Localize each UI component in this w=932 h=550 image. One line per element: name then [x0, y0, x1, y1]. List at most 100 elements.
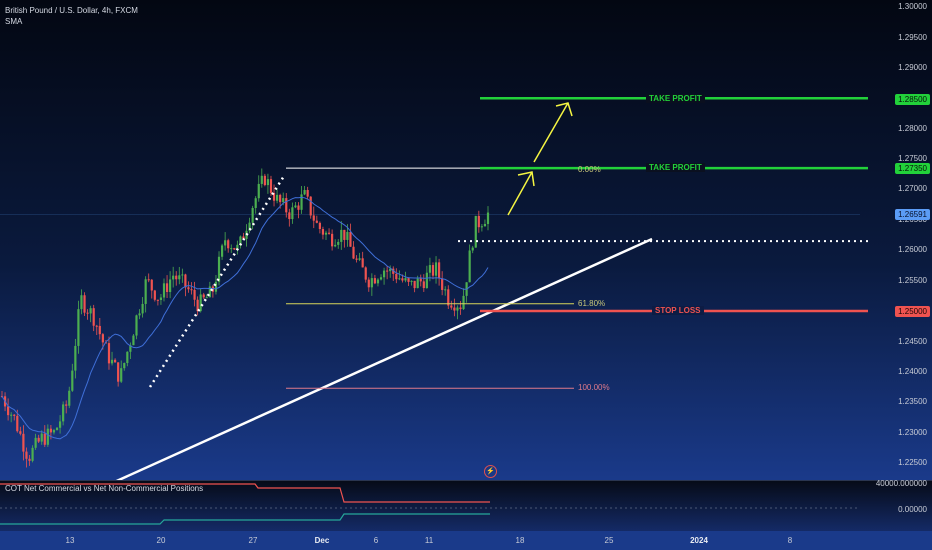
price-axis-label: 1.29500: [898, 33, 927, 42]
candle-body: [58, 421, 62, 428]
candle-body: [361, 258, 364, 268]
candle-body: [214, 281, 218, 292]
candle-body: [300, 194, 303, 210]
candle-body: [25, 451, 28, 459]
candle-body: [272, 192, 276, 201]
candle-body: [89, 308, 92, 314]
indicator-pane[interactable]: [0, 481, 932, 531]
candle-body: [55, 427, 59, 431]
projection-arrow-1-head: [517, 171, 535, 187]
candle-body: [211, 286, 215, 292]
candle-body: [16, 415, 19, 432]
price-axis-label: 1.28000: [898, 124, 927, 133]
candle-body: [379, 277, 383, 280]
candle-body: [86, 312, 89, 314]
candle-body: [477, 215, 480, 228]
candle-body: [172, 275, 175, 280]
candle-body: [297, 205, 300, 210]
candle-body: [346, 231, 349, 240]
price-chart-pane[interactable]: [0, 0, 932, 480]
candle-body: [343, 229, 346, 240]
stop-loss-label: STOP LOSS: [652, 306, 704, 315]
time-axis-label: 8: [787, 536, 793, 545]
candle-body: [315, 220, 318, 223]
time-axis[interactable]: [0, 531, 932, 550]
candle-body: [266, 179, 270, 186]
candle-body: [352, 246, 355, 259]
candle-body: [407, 278, 410, 282]
candle-body: [373, 278, 377, 284]
candle-body: [190, 289, 193, 291]
candle-body: [367, 279, 370, 288]
indicator-axis-label: 40000.000000: [875, 479, 927, 488]
candle-body: [68, 390, 71, 406]
candle-body: [220, 245, 224, 257]
candle-body: [162, 283, 166, 298]
candle-body: [324, 232, 328, 235]
candle-body: [98, 325, 101, 335]
time-axis-label: 13: [65, 536, 75, 545]
indicator-canvas: [0, 483, 860, 525]
candle-body: [113, 359, 117, 363]
cot-indicator-label[interactable]: COT Net Commercial vs Net Non-Commercial…: [5, 484, 204, 493]
price-chart-canvas: [0, 96, 868, 480]
price-axis-label: 1.27500: [898, 154, 927, 163]
candle-body: [419, 278, 422, 282]
candle-body: [153, 290, 156, 300]
indicator-axis-label: 0.00000: [898, 505, 927, 514]
candle-body: [358, 258, 361, 260]
candle-body: [447, 289, 450, 306]
price-axis-label: 1.27000: [898, 184, 927, 193]
candle-body: [52, 430, 56, 433]
candle-body: [349, 231, 352, 247]
candle-body: [101, 334, 104, 343]
chart-title[interactable]: British Pound / U.S. Dollar, 4h, FXCM: [5, 6, 138, 15]
candle-body: [428, 265, 432, 273]
sma-line: [1, 196, 489, 440]
candle-body: [257, 183, 260, 199]
candle-body: [413, 280, 416, 289]
projection-arrow-1: [507, 171, 533, 216]
candle-body: [480, 226, 483, 228]
candle-body: [236, 244, 239, 250]
candle-body: [242, 236, 245, 239]
candle-body: [147, 279, 150, 281]
chart-legend: British Pound / U.S. Dollar, 4h, FXCM SM…: [5, 5, 138, 27]
time-axis-label: 2024: [690, 536, 708, 545]
candle-body: [205, 297, 208, 299]
sma-indicator-label[interactable]: SMA: [5, 17, 23, 26]
ascending-trendline: [115, 237, 653, 480]
candle-body: [110, 359, 114, 364]
candle-body: [71, 370, 74, 391]
candle-body: [196, 299, 199, 312]
candle-body: [404, 278, 407, 281]
candle-body: [254, 198, 257, 208]
candle-body: [248, 222, 251, 231]
lightning-event-icon[interactable]: ⚡: [484, 465, 497, 478]
price-axis-label: 1.23500: [898, 397, 927, 406]
candle-body: [22, 433, 25, 452]
candle-body: [389, 268, 392, 272]
candle-body: [337, 241, 340, 245]
candle-body: [227, 240, 230, 249]
stop-loss-price-tag: 1.25000: [895, 306, 930, 317]
candle-body: [303, 189, 306, 195]
pane-divider[interactable]: [0, 480, 932, 481]
candle-body: [159, 297, 163, 301]
candle-body: [416, 278, 419, 289]
candle-body: [370, 278, 373, 288]
candle-body: [456, 307, 459, 311]
time-axis-label: 27: [248, 536, 258, 545]
take-profit-low-price-tag: 1.27350: [895, 163, 930, 174]
time-axis-label: Dec: [314, 536, 330, 545]
candle-body: [120, 368, 123, 382]
candle-body: [291, 207, 294, 220]
candle-body: [34, 437, 37, 448]
time-axis-label: 6: [373, 536, 379, 545]
candle-body: [251, 207, 254, 223]
candle-body: [144, 279, 147, 304]
candle-body: [425, 272, 428, 289]
candle-body: [202, 294, 205, 298]
candle-body: [398, 278, 401, 280]
candle-body: [474, 215, 477, 248]
